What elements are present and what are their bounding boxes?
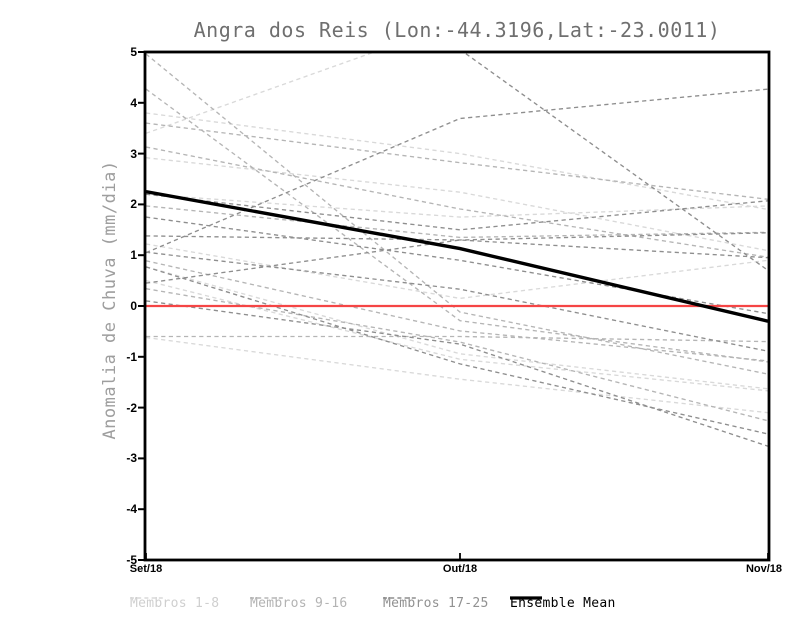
chart-title: Angra dos Reis (Lon:-44.3196,Lat:-23.001… (193, 18, 721, 42)
member-line (146, 157, 768, 252)
y-tick-label: 1 (130, 248, 137, 263)
member-line (146, 88, 768, 254)
member-line (146, 260, 768, 362)
legend-label: Membros 17-25 (383, 595, 489, 611)
y-tick-label: -1 (126, 349, 137, 364)
y-tick-label: -5 (126, 553, 137, 567)
member-line (146, 266, 768, 390)
member-line (146, 53, 768, 375)
member-line (146, 336, 768, 414)
legend-item-membros-17-25: Membros 17-25 (383, 595, 489, 611)
member-line (146, 205, 768, 239)
ensemble-mean-line (146, 190, 768, 323)
y-tick-label: -3 (126, 451, 137, 466)
chart-legend: Membros 1-8 Membros 9-16 Membros 17-25 E… (0, 593, 800, 617)
dashed-line-sample-medium (250, 597, 286, 599)
y-tick-label: 0 (130, 299, 137, 313)
legend-label: Membros 9-16 (250, 595, 348, 611)
y-tick-label: -2 (126, 400, 137, 415)
dashed-line-sample-dark (383, 597, 419, 599)
member-line (146, 112, 768, 211)
y-tick-label: 3 (130, 146, 137, 161)
member-line (146, 122, 768, 200)
member-line (146, 251, 768, 352)
dashed-line-sample-light (130, 597, 166, 599)
solid-line-sample-mean (510, 596, 542, 600)
member-line (146, 243, 768, 300)
x-tick-label-set18: Set/18 (129, 563, 163, 575)
y-tick-label: -4 (126, 502, 137, 517)
legend-item-membros-9-16: Membros 9-16 (250, 595, 348, 611)
y-tick-label: 2 (130, 197, 137, 212)
member-line (146, 266, 768, 435)
member-line (146, 53, 374, 134)
x-tick-label-out18: Out/18 (442, 563, 478, 575)
y-tick-label: 5 (130, 45, 137, 59)
member-line (146, 300, 768, 447)
x-tick-label-nov18: Nov/18 (745, 563, 783, 575)
member-line (146, 88, 768, 363)
member-line (463, 53, 768, 271)
y-tick-label: 4 (130, 95, 137, 110)
member-line (146, 193, 768, 218)
legend-item-membros-1-8: Membros 1-8 (130, 595, 219, 611)
member-line (146, 232, 768, 241)
member-line (146, 146, 768, 258)
legend-item-ensemble-mean: Ensemble Mean (510, 595, 616, 611)
member-line (146, 193, 768, 231)
legend-label: Membros 1-8 (130, 595, 220, 611)
member-line (146, 335, 768, 343)
